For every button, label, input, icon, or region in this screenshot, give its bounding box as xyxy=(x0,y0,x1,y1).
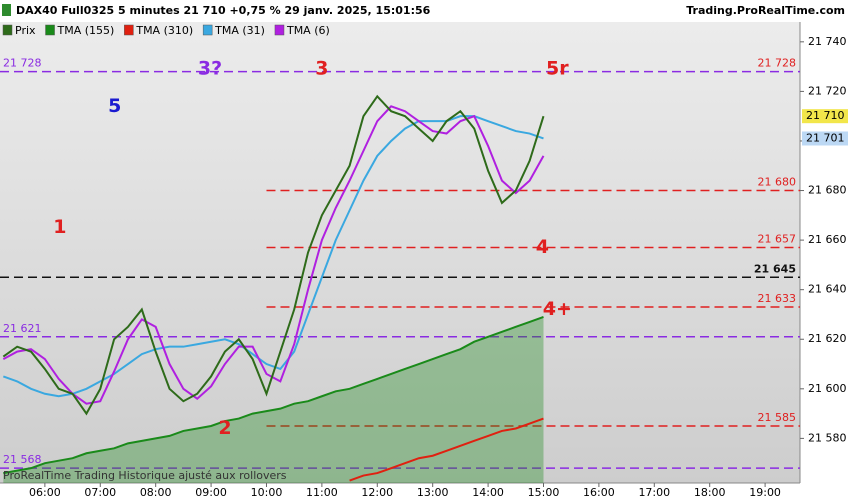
legend-label: TMA (6) xyxy=(286,24,330,37)
level-label: 21 645 xyxy=(754,262,796,275)
legend-label: TMA (155) xyxy=(57,24,115,37)
annotation: 1 xyxy=(53,216,66,238)
y-tick-label: 21 600 xyxy=(808,382,847,395)
annotation: 2 xyxy=(218,417,231,439)
price-badge-label: 21 710 xyxy=(806,109,845,122)
ma-line xyxy=(2,115,544,398)
price-badge-label: 21 701 xyxy=(806,131,845,144)
x-tick-label: 08:00 xyxy=(140,486,172,499)
x-tick-label: 15:00 xyxy=(528,486,560,499)
legend-swatch xyxy=(45,24,55,36)
x-tick-label: 18:00 xyxy=(694,486,726,499)
y-tick-label: 21 740 xyxy=(808,35,847,48)
x-tick-label: 19:00 xyxy=(749,486,781,499)
legend-label: Prix xyxy=(15,24,36,37)
x-tick-label: 11:00 xyxy=(306,486,338,499)
level-label: 21 680 xyxy=(758,176,797,189)
level-label: 21 585 xyxy=(758,411,797,424)
ma-line xyxy=(3,315,544,475)
plot xyxy=(0,70,800,483)
y-tick-label: 21 660 xyxy=(808,233,847,246)
legend-swatch xyxy=(2,24,13,36)
ma-line xyxy=(349,417,544,482)
level-left-label: 21 568 xyxy=(3,453,42,466)
annotation: 4+ xyxy=(543,298,572,320)
x-tick-label: 13:00 xyxy=(417,486,449,499)
annotation: 3? xyxy=(198,58,222,80)
legend-swatch xyxy=(202,24,213,36)
y-tick-label: 21 620 xyxy=(808,332,847,345)
level-label: 21 657 xyxy=(758,233,797,246)
x-tick-label: 16:00 xyxy=(583,486,615,499)
plot-area xyxy=(0,22,800,483)
legend-label: TMA (310) xyxy=(135,24,193,37)
x-tick-label: 12:00 xyxy=(361,486,393,499)
annotation: 3 xyxy=(315,58,328,80)
x-tick-label: 06:00 xyxy=(29,486,61,499)
y-tick-label: 21 580 xyxy=(808,431,847,444)
price-badge xyxy=(802,109,848,124)
y-tick-label: 21 680 xyxy=(808,184,847,197)
x-tick-label: 14:00 xyxy=(472,486,504,499)
annotation: 5r xyxy=(546,58,569,80)
source: Trading.ProRealTime.com xyxy=(686,4,845,17)
price-line xyxy=(2,94,545,416)
chart-title: DAX40 Full0325 5 minutes 21 710 +0,75 % … xyxy=(16,4,431,17)
level-label: 21 728 xyxy=(758,57,797,70)
level-left-label: 21 728 xyxy=(3,57,42,70)
price-badge xyxy=(802,131,848,146)
x-tick-label: 07:00 xyxy=(84,486,116,499)
y-tick-label: 21 720 xyxy=(808,84,847,97)
x-tick-label: 10:00 xyxy=(251,486,283,499)
legend-label: TMA (31) xyxy=(214,24,265,37)
legend-swatch xyxy=(274,24,285,36)
y-tick-label: 21 640 xyxy=(808,283,847,296)
x-tick-label: 17:00 xyxy=(638,486,670,499)
icon xyxy=(2,4,11,16)
level-left-label: 21 621 xyxy=(3,322,42,335)
footer: ProRealTime Trading Historique ajusté au… xyxy=(3,469,287,482)
x-tick-label: 09:00 xyxy=(195,486,227,499)
legend-swatch xyxy=(124,24,134,36)
level-label: 21 633 xyxy=(758,292,797,305)
annotation: 4 xyxy=(536,236,549,258)
annotation: 5 xyxy=(108,95,121,117)
